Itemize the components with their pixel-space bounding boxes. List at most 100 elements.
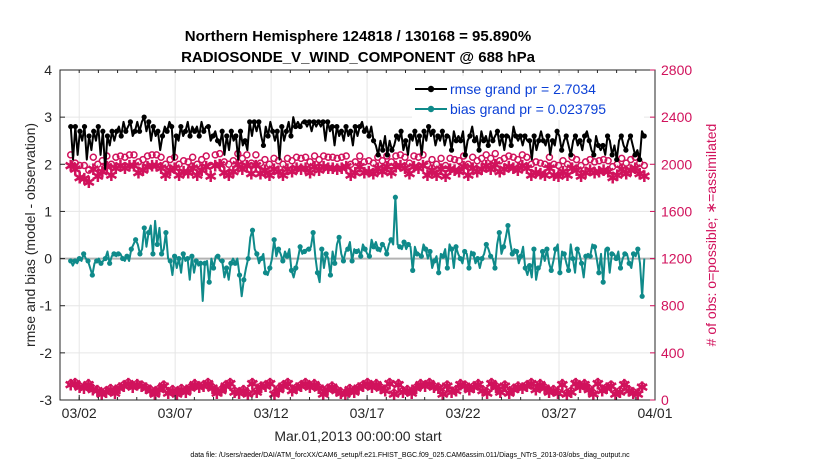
rmse-series-point [481,138,487,144]
obs-assimilated-marker: ✱ [622,382,635,401]
obs-series-2 [66,378,646,397]
bias-series-point [436,270,442,276]
obs-assimilated-marker: ✱ [145,156,158,175]
bias-series-point [604,246,611,252]
obs-assimilated-marker: ✱ [620,165,633,184]
bias-series-point [514,248,520,255]
obs-assimilated-marker: ✱ [123,156,136,175]
bias-series-point [596,270,602,276]
obs-possible-marker [182,386,190,395]
obs-possible-marker [401,153,409,161]
rmse-series-point [508,142,514,149]
rmse-series-point [618,133,624,139]
obs-assimilated-marker: ✱ [168,159,181,178]
bias-series-point [349,258,355,264]
bias-series-point [375,246,381,252]
data-file-footer: data file: /Users/raeder/DAI/ATM_forcXX/… [190,452,630,459]
obs-assimilated-marker: ✱ [267,160,280,179]
obs-assimilated-marker: ✱ [573,378,586,397]
obs-assimilated-marker: ✱ [597,161,610,180]
rmse-series-point [416,133,423,139]
obs-possible-marker [554,388,562,396]
rmse-series-point [412,128,418,134]
obs-possible-marker [410,152,418,160]
obs-possible-marker [337,388,345,396]
obs-assimilated-marker: ✱ [263,375,276,394]
rmse-series-point [297,123,303,130]
rmse-series-point [361,128,367,134]
obs-possible-marker [405,159,414,167]
rmse-series-point [320,119,326,125]
bias-series-point [552,246,559,252]
obs-assimilated-marker: ✱ [405,384,418,403]
obs-assimilated-marker: ✱ [218,164,231,183]
obs-assimilated-marker: ✱ [135,377,148,396]
rmse-series-point [329,123,335,130]
obs-assimilated-marker: ✱ [520,159,533,178]
bias-series-point [622,251,628,257]
bias-series-point [72,258,78,264]
bias-series-point [249,227,256,233]
rmse-series-point [490,138,496,144]
obs-possible-marker [468,153,477,161]
obs-possible-marker [85,166,93,174]
bias-series-point [405,241,411,248]
obs-assimilated-marker: ✱ [489,378,502,397]
bias-series-point [89,272,95,278]
obs-possible-marker [146,385,155,394]
rmse-series-point [439,128,445,134]
obs-assimilated-marker: ✱ [407,158,420,177]
obs-possible-marker [356,152,364,160]
obs-assimilated-marker: ✱ [231,155,244,174]
obs-possible-marker [301,153,310,161]
obs-assimilated-marker: ✱ [452,162,465,181]
obs-possible-marker [106,384,115,392]
obs-assimilated-marker: ✱ [439,167,452,186]
obs-possible-marker [629,388,637,396]
rmse-series-point [398,128,404,134]
rmse-series-point [591,152,597,158]
obs-assimilated-marker: ✱ [432,379,445,398]
bias-series-point [535,265,541,271]
obs-assimilated-marker: ✱ [371,159,384,178]
obs-assimilated-marker: ✱ [181,164,194,183]
obs-possible-marker [392,152,400,160]
obs-possible-marker [428,155,436,164]
obs-assimilated-marker: ✱ [362,162,375,181]
obs-assimilated-marker: ✱ [127,156,140,175]
obs-assimilated-marker: ✱ [430,166,443,185]
obs-assimilated-marker: ✱ [423,375,436,394]
obs-possible-marker [319,389,327,397]
obs-assimilated-marker: ✱ [416,156,429,175]
obs-assimilated-marker: ✱ [511,161,524,180]
obs-possible-marker [616,386,624,395]
bias-series-point [626,260,632,266]
bias-series-point [630,251,637,257]
rmse-series-point [389,147,395,153]
bias-series-point [345,246,351,252]
obs-assimilated-marker: ✱ [277,377,290,396]
obs-assimilated-marker: ✱ [132,164,145,183]
rmse-series-point [155,128,161,134]
obs-assimilated-marker: ✱ [365,378,378,397]
rmse-series-point [164,128,170,134]
obs-assimilated-marker: ✱ [525,375,538,394]
y-right-tick-label: 2000 [661,156,692,172]
obs-assimilated-marker: ✱ [361,375,374,394]
obs-possible-marker [217,385,226,394]
x-tick-label: 04/01 [637,405,672,421]
rmse-series-point [403,138,409,144]
obs-possible-marker [328,382,336,390]
bias-series-point [392,194,398,200]
obs-assimilated-marker: ✱ [604,377,617,396]
obs-possible-marker [527,378,536,387]
obs-possible-marker [301,378,310,387]
obs-possible-marker [492,382,500,390]
obs-assimilated-marker: ✱ [219,377,232,396]
rmse-series-point [586,138,592,144]
obs-possible-marker [432,160,441,169]
obs-assimilated-marker: ✱ [150,156,163,175]
rmse-series-point [182,128,189,134]
y-left-tick-label: 4 [44,62,52,78]
y-right-tick-label: 400 [661,345,685,361]
